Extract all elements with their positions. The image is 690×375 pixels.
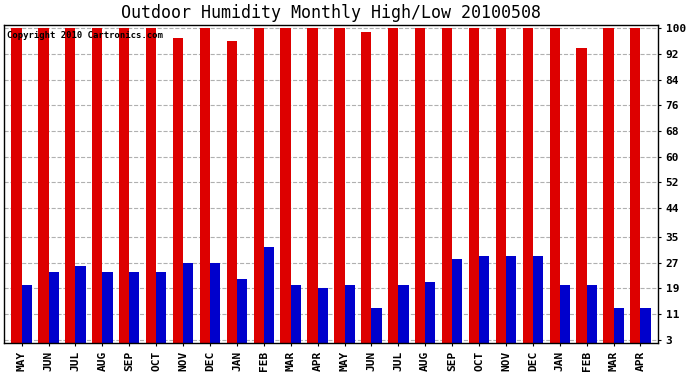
Bar [227, 41, 237, 350]
Bar [371, 308, 382, 350]
Bar [415, 28, 425, 350]
Bar [237, 279, 247, 350]
Bar [253, 28, 264, 350]
Bar [586, 285, 597, 350]
Bar [66, 28, 75, 350]
Title: Outdoor Humidity Monthly High/Low 20100508: Outdoor Humidity Monthly High/Low 201005… [121, 4, 541, 22]
Bar [640, 308, 651, 350]
Bar [264, 247, 274, 350]
Bar [388, 28, 398, 350]
Bar [506, 256, 516, 350]
Bar [576, 48, 586, 350]
Bar [173, 38, 183, 350]
Bar [469, 28, 479, 350]
Bar [398, 285, 408, 350]
Bar [146, 28, 156, 350]
Bar [334, 28, 344, 350]
Bar [183, 262, 193, 350]
Bar [129, 272, 139, 350]
Bar [75, 266, 86, 350]
Bar [200, 28, 210, 350]
Bar [361, 32, 371, 350]
Bar [549, 28, 560, 350]
Bar [479, 256, 489, 350]
Bar [425, 282, 435, 350]
Bar [495, 28, 506, 350]
Bar [156, 272, 166, 350]
Bar [280, 28, 290, 350]
Bar [452, 260, 462, 350]
Bar [613, 308, 624, 350]
Bar [119, 28, 129, 350]
Bar [630, 28, 640, 350]
Bar [210, 262, 220, 350]
Bar [39, 28, 48, 350]
Text: Copyright 2010 Cartronics.com: Copyright 2010 Cartronics.com [8, 32, 164, 40]
Bar [442, 28, 452, 350]
Bar [560, 285, 570, 350]
Bar [102, 272, 112, 350]
Bar [307, 28, 317, 350]
Bar [92, 28, 102, 350]
Bar [533, 256, 543, 350]
Bar [317, 288, 328, 350]
Bar [344, 285, 355, 350]
Bar [21, 285, 32, 350]
Bar [603, 28, 613, 350]
Bar [290, 285, 301, 350]
Bar [12, 28, 21, 350]
Bar [48, 272, 59, 350]
Bar [522, 28, 533, 350]
